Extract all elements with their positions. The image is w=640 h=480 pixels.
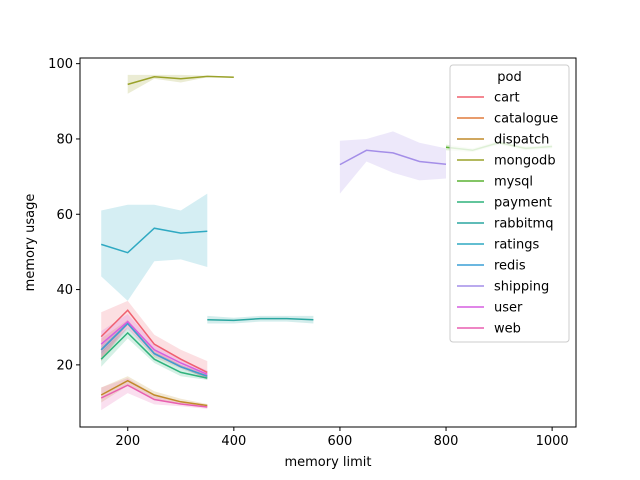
band-dispatch xyxy=(101,376,208,407)
legend-label-dispatch: dispatch xyxy=(494,133,549,148)
x-axis-label: memory limit xyxy=(284,455,371,470)
line-shipping xyxy=(339,149,447,166)
legend-label-web: web xyxy=(494,322,521,337)
band-user xyxy=(101,314,208,379)
x-tick-label: 1000 xyxy=(536,434,569,449)
legend-label-shipping: shipping xyxy=(494,280,549,295)
line-rabbitmq xyxy=(207,317,314,322)
legend: pod cart catalogue dispatch mongodb mysql pay… xyxy=(449,64,570,343)
legend-box xyxy=(449,64,570,343)
y-tick-label: 20 xyxy=(56,358,73,373)
line-dispatch xyxy=(100,379,208,407)
x-tick-label: 800 xyxy=(434,434,459,449)
y-axis-ticks: 20 40 60 80 100 xyxy=(48,57,80,373)
line-cart xyxy=(100,309,208,374)
confidence-bands xyxy=(101,74,553,411)
band-payment xyxy=(101,327,208,380)
legend-label-user: user xyxy=(494,301,523,316)
line-payment xyxy=(100,331,208,379)
x-axis-ticks: 200 400 600 800 1000 xyxy=(115,427,569,449)
y-tick-label: 40 xyxy=(56,283,73,298)
x-tick-label: 600 xyxy=(328,434,353,449)
line-redis xyxy=(100,322,208,377)
legend-label-rabbitmq: rabbitmq xyxy=(494,217,553,232)
line-mongodb xyxy=(127,75,234,86)
x-tick-label: 200 xyxy=(115,434,140,449)
legend-label-cart: cart xyxy=(494,91,520,106)
legend-label-mysql: mysql xyxy=(494,175,533,190)
y-tick-label: 100 xyxy=(48,57,73,72)
band-rabbitmq xyxy=(207,315,314,324)
legend-label-ratings: ratings xyxy=(494,238,540,253)
band-shipping xyxy=(339,131,446,194)
y-axis-label: memory usage xyxy=(23,194,38,292)
legend-label-payment: payment xyxy=(494,196,552,211)
legend-label-redis: redis xyxy=(494,259,526,274)
y-tick-label: 60 xyxy=(56,208,73,223)
line-user xyxy=(100,320,208,375)
legend-label-mongodb: mongodb xyxy=(494,154,556,169)
legend-title: pod xyxy=(497,70,521,85)
line-web xyxy=(100,384,208,408)
band-ratings xyxy=(101,193,208,301)
plot-area-frame xyxy=(79,57,577,428)
x-tick-label: 400 xyxy=(221,434,246,449)
legend-items: cart catalogue dispatch mongodb mysql payment… xyxy=(457,91,558,337)
legend-label-catalogue: catalogue xyxy=(494,112,558,127)
line-ratings xyxy=(100,227,208,254)
y-tick-label: 80 xyxy=(56,132,73,147)
